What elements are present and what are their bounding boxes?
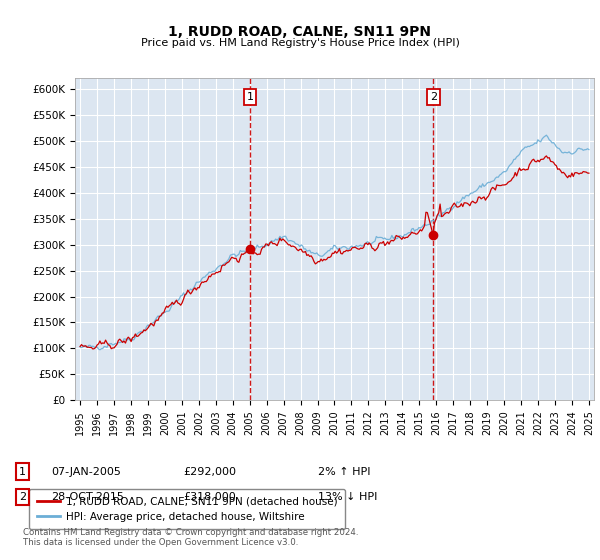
- Text: 1, RUDD ROAD, CALNE, SN11 9PN: 1, RUDD ROAD, CALNE, SN11 9PN: [169, 25, 431, 39]
- Text: 1: 1: [247, 92, 254, 102]
- Text: 07-JAN-2005: 07-JAN-2005: [51, 466, 121, 477]
- Text: 2: 2: [430, 92, 437, 102]
- Text: Price paid vs. HM Land Registry's House Price Index (HPI): Price paid vs. HM Land Registry's House …: [140, 38, 460, 48]
- Text: 13% ↓ HPI: 13% ↓ HPI: [318, 492, 377, 502]
- Text: 2% ↑ HPI: 2% ↑ HPI: [318, 466, 371, 477]
- Text: Contains HM Land Registry data © Crown copyright and database right 2024.
This d: Contains HM Land Registry data © Crown c…: [23, 528, 358, 547]
- Text: 2: 2: [19, 492, 26, 502]
- Text: 1: 1: [19, 466, 26, 477]
- Text: £292,000: £292,000: [183, 466, 236, 477]
- Text: 28-OCT-2015: 28-OCT-2015: [51, 492, 124, 502]
- Legend: 1, RUDD ROAD, CALNE, SN11 9PN (detached house), HPI: Average price, detached hou: 1, RUDD ROAD, CALNE, SN11 9PN (detached …: [29, 489, 345, 529]
- Text: £318,000: £318,000: [183, 492, 236, 502]
